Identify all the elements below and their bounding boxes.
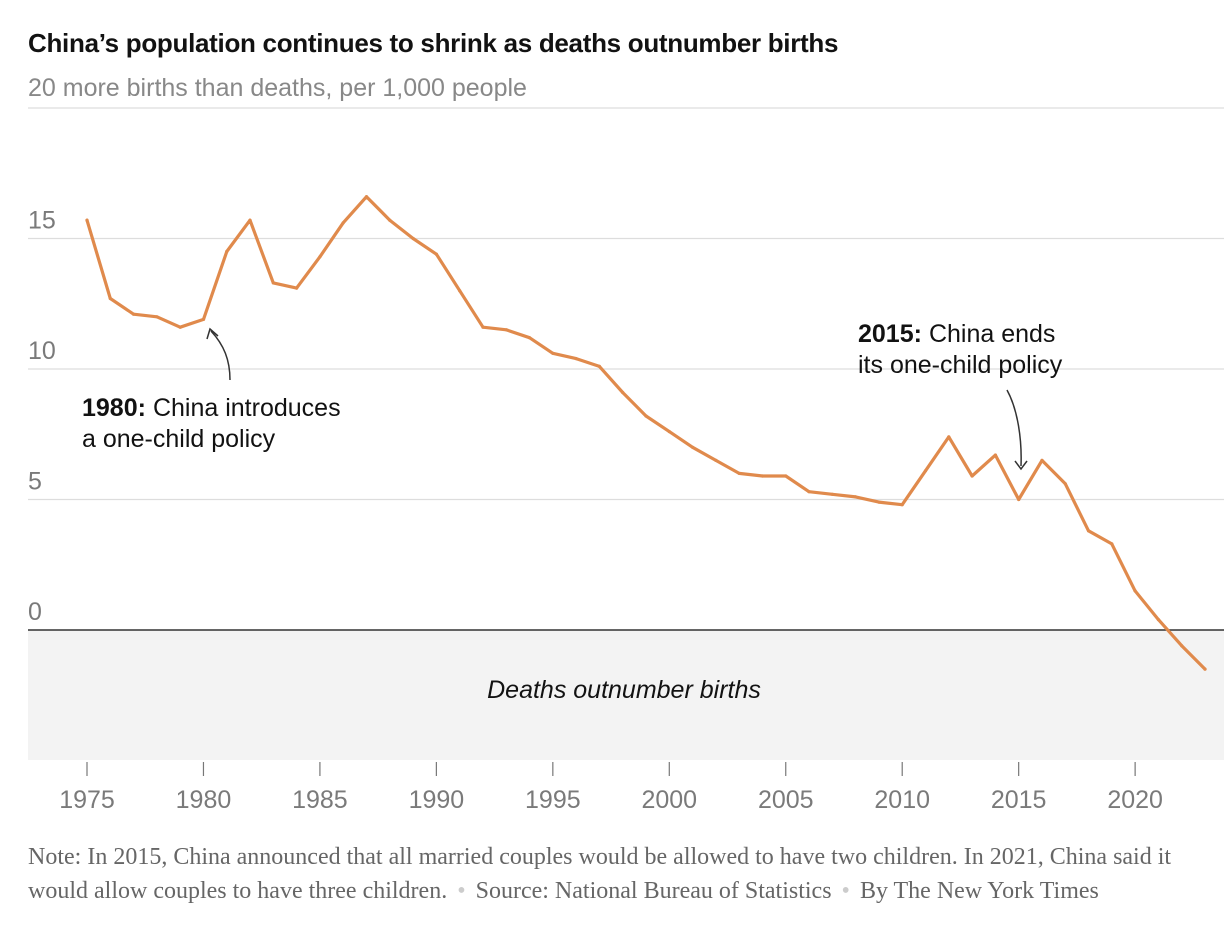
data-point — [481, 325, 485, 329]
data-point — [714, 458, 718, 462]
data-point — [993, 453, 998, 457]
annotation-1980: 1980: China introduces a one-child policy — [82, 327, 341, 453]
data-point — [923, 469, 928, 473]
data-point — [1133, 589, 1137, 593]
x-axis-ticks: 1975 1980 1985 1990 1995 2000 2005 2010 2015 2020 — [59, 762, 1163, 814]
line-chart: 15 10 5 0 1975 1980 1985 1990 1995 2000 2005 2010 2… — [28, 107, 1224, 814]
x-tick-label: 1980 — [176, 786, 232, 814]
y-tick-label: 10 — [28, 337, 56, 365]
data-point — [132, 312, 136, 316]
data-point — [1156, 618, 1160, 622]
data-point — [318, 255, 322, 259]
data-point — [597, 364, 602, 368]
y-tick-label: 5 — [28, 468, 42, 496]
chart-footer: Note: In 2015, China announced that all … — [28, 840, 1188, 908]
annotation-2015: 2015: China ends its one-child policy — [858, 320, 1063, 471]
data-point — [504, 328, 508, 332]
annotation-2015-line2: its one-child policy — [858, 351, 1063, 379]
data-point — [1040, 458, 1044, 462]
data-point — [155, 315, 159, 319]
annotation-1980-text1: China introduces — [153, 394, 341, 422]
data-point — [271, 281, 275, 285]
data-point — [295, 286, 299, 290]
x-tick-label: 2020 — [1107, 786, 1163, 814]
data-point — [1017, 497, 1021, 502]
footer-credit: By The New York Times — [859, 878, 1099, 904]
data-point — [527, 336, 532, 340]
data-point — [434, 252, 438, 256]
gridlines — [28, 107, 1224, 501]
data-point — [854, 495, 858, 499]
footer-note: Note: In 2015, China announced that all … — [28, 844, 1172, 904]
data-point — [85, 218, 89, 222]
annotation-2015-text1: China ends — [929, 320, 1055, 348]
x-tick-label: 1995 — [525, 786, 581, 814]
data-point — [341, 221, 345, 225]
data-point — [667, 430, 671, 434]
data-point — [248, 218, 252, 222]
data-point — [1063, 482, 1067, 486]
data-point — [551, 351, 555, 355]
data-point — [1086, 529, 1091, 533]
annotation-1980-year: 1980: — [82, 394, 146, 422]
data-point — [108, 296, 112, 301]
data-point — [760, 474, 765, 478]
data-point — [411, 236, 415, 241]
y-tick-label: 15 — [28, 207, 56, 235]
data-point — [1203, 667, 1207, 671]
annotation-2015-year: 2015: — [858, 320, 922, 348]
data-point — [737, 471, 741, 475]
annotation-1980-line2: a one-child policy — [82, 425, 276, 453]
data-point — [970, 474, 974, 478]
data-point — [947, 435, 951, 439]
chart-subtitle: 20 more births than deaths, per 1,000 pe… — [28, 74, 527, 102]
x-tick-label: 2000 — [641, 786, 697, 814]
data-point — [1180, 644, 1184, 648]
negative-region-label: Deaths outnumber births — [487, 676, 761, 704]
data-point — [784, 474, 788, 478]
data-point — [900, 503, 904, 507]
annotation-2015-line1: 2015: China ends — [858, 320, 1055, 348]
data-point — [388, 218, 392, 222]
data-point — [877, 500, 881, 504]
data-point — [807, 490, 811, 494]
x-tick-label: 2010 — [874, 786, 930, 814]
annotation-1980-arrowhead — [206, 327, 219, 340]
data-point — [1110, 542, 1114, 546]
chart-title: China’s population continues to shrink a… — [28, 28, 839, 58]
x-tick-label: 1990 — [409, 786, 465, 814]
data-point — [458, 289, 462, 293]
negative-region-band — [28, 630, 1224, 760]
annotation-2015-arrow — [1006, 389, 1022, 467]
data-point — [178, 325, 182, 329]
data-point — [201, 317, 206, 321]
series-points — [85, 195, 1207, 671]
data-point — [691, 445, 695, 449]
annotation-1980-arrow — [210, 330, 231, 381]
y-axis-ticks: 15 10 5 0 — [28, 207, 56, 627]
data-point — [644, 414, 648, 418]
x-tick-label: 1975 — [59, 786, 115, 814]
annotation-2015-arrowhead — [1014, 460, 1028, 471]
data-point — [225, 249, 229, 254]
y-tick-label: 0 — [28, 598, 42, 626]
data-point — [621, 390, 625, 395]
annotation-1980-line1: 1980: China introduces — [82, 394, 341, 422]
x-tick-label: 2015 — [991, 786, 1047, 814]
footer-source: Source: National Bureau of Statistics — [475, 878, 832, 904]
data-point — [830, 492, 834, 496]
x-tick-label: 1985 — [292, 786, 348, 814]
data-point — [364, 195, 369, 199]
x-tick-label: 2005 — [758, 786, 814, 814]
footer-separator-dot: • — [457, 878, 466, 904]
data-point — [574, 357, 578, 361]
footer-separator-dot: • — [841, 878, 850, 904]
